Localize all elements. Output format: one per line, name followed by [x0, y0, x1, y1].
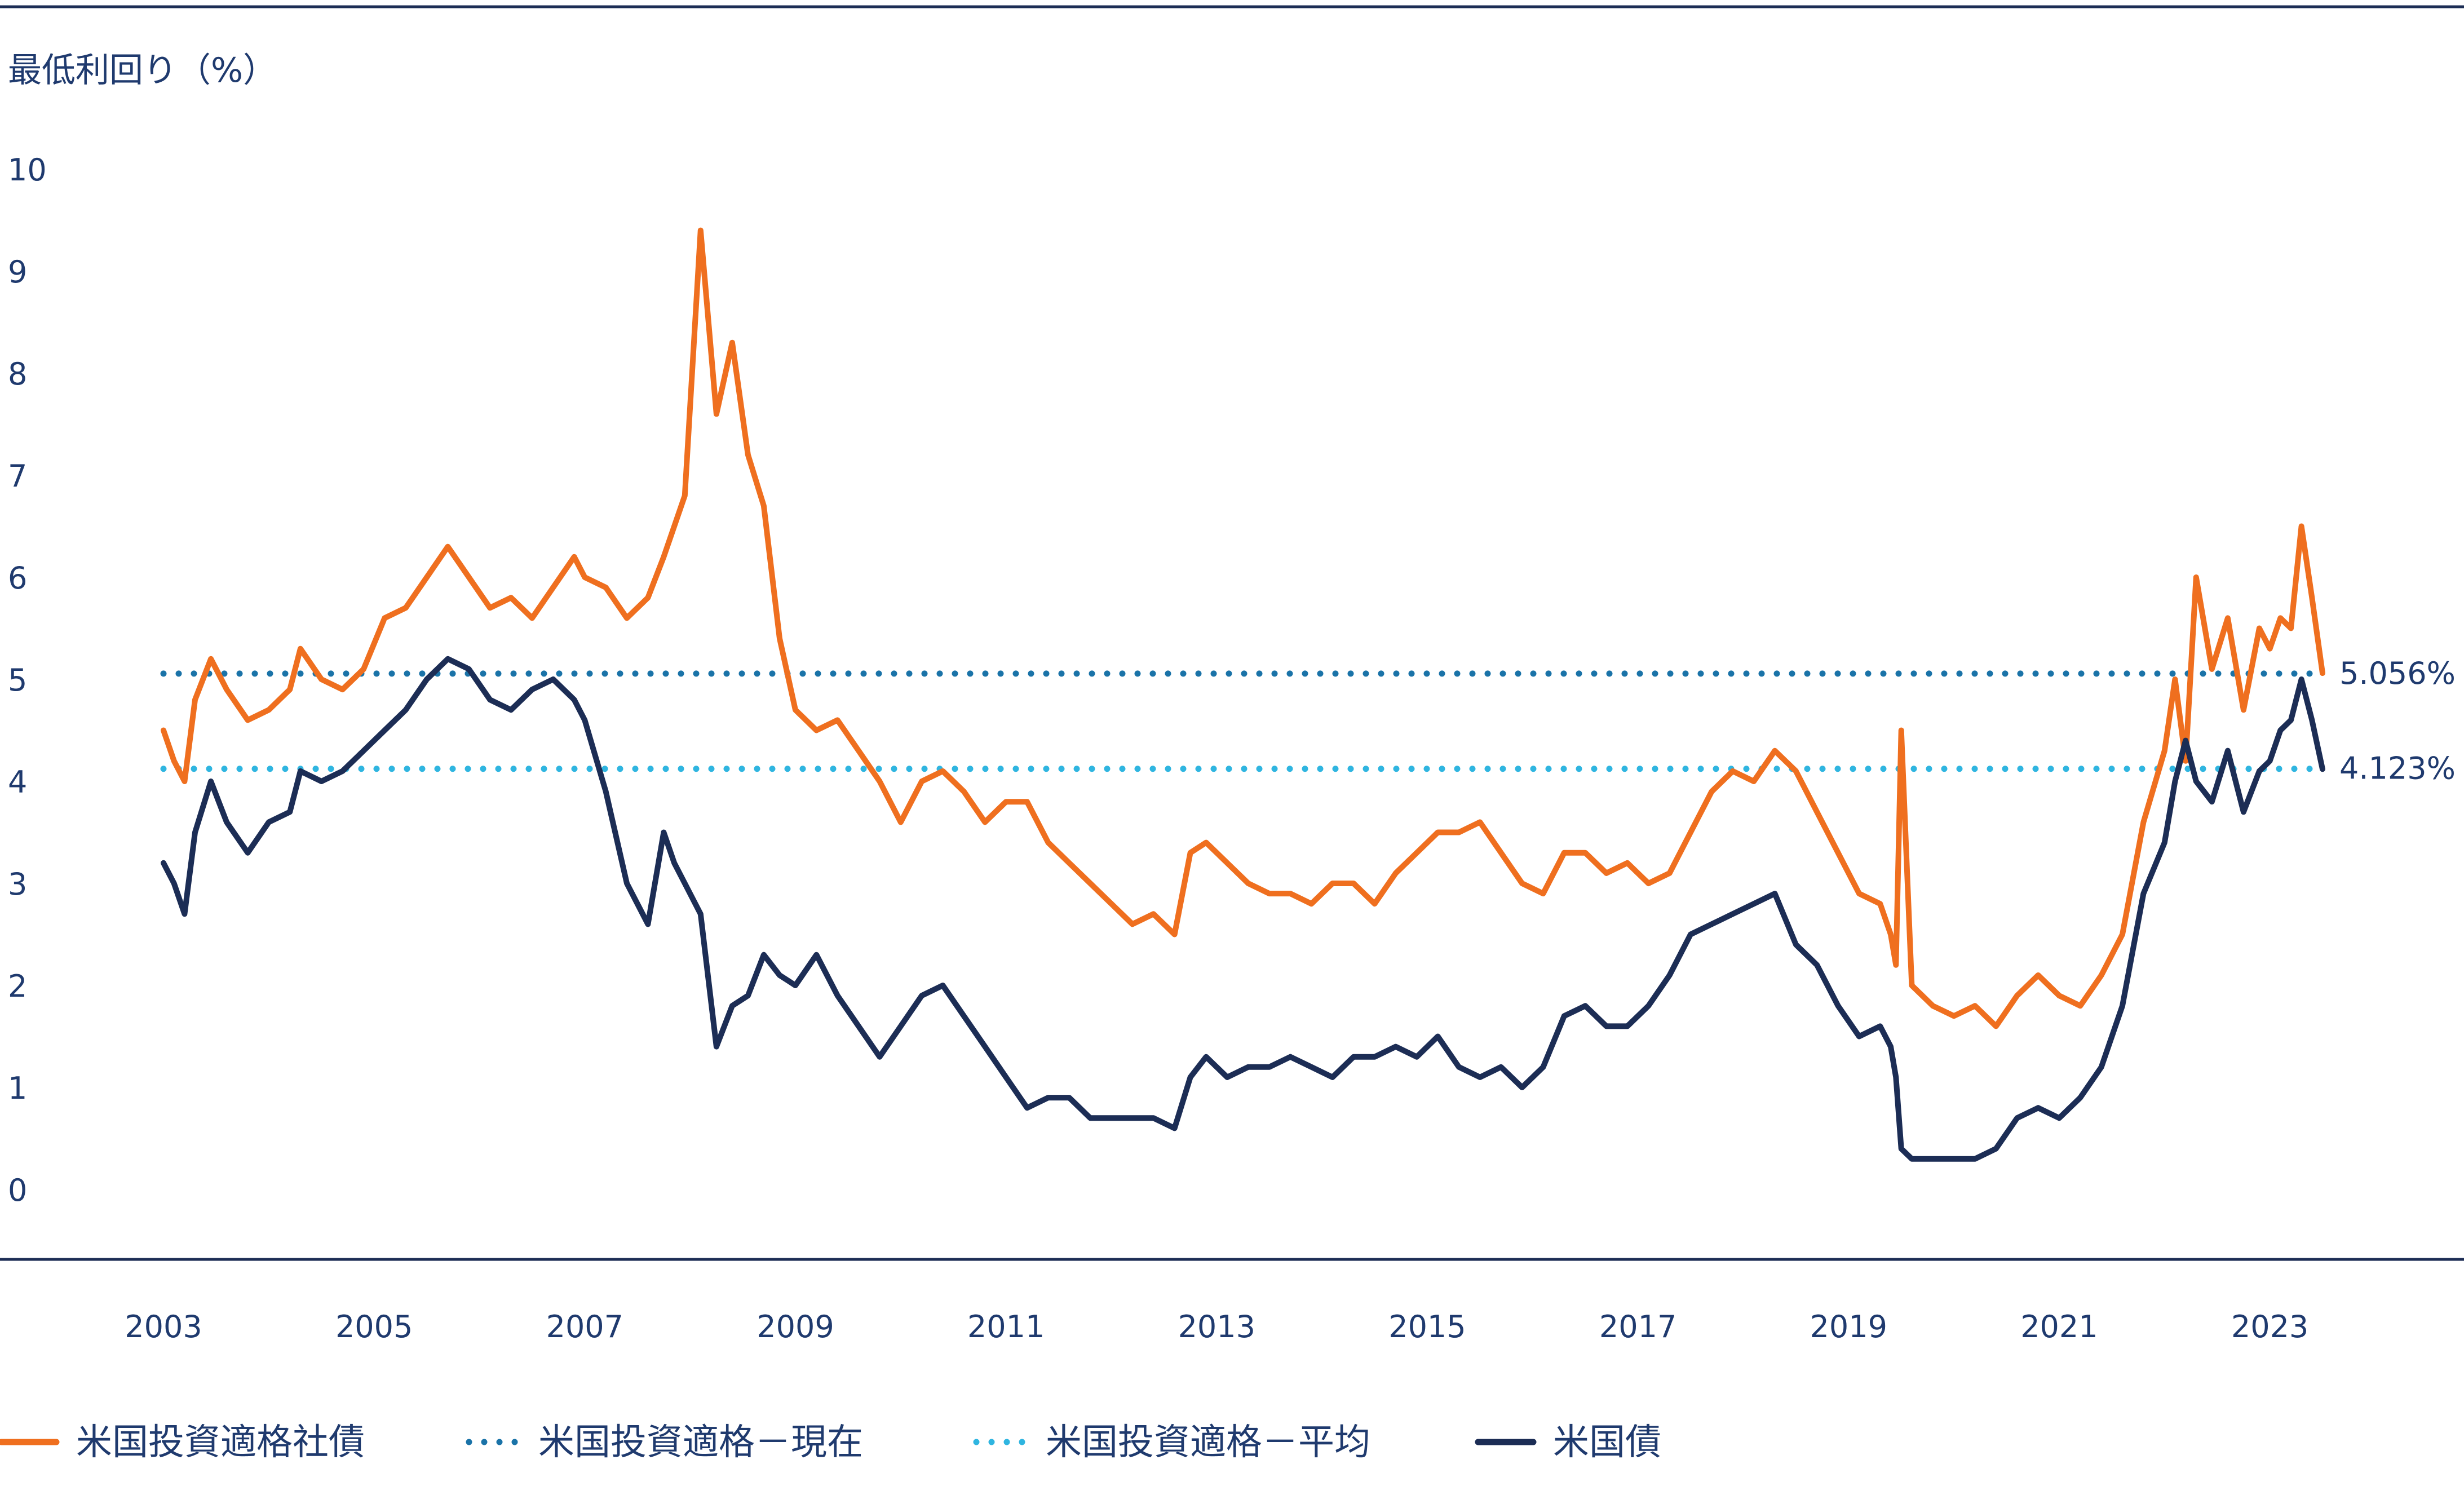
- x-tick-label: 2017: [1599, 1309, 1676, 1345]
- y-tick-label: 4: [8, 764, 27, 800]
- y-tick-label: 7: [8, 458, 27, 494]
- legend-label: 米国債: [1553, 1422, 1661, 1463]
- y-tick-label: 0: [8, 1173, 27, 1208]
- reference-line-label: 5.056%: [2339, 656, 2456, 691]
- series-line: [161, 656, 2325, 1162]
- x-axis-tick-labels: 2003 2005 2007 2009 2011 2013 2015 2017 2019 2021…: [125, 1309, 2308, 1345]
- series-lines: [161, 227, 2325, 1162]
- x-tick-label: 2007: [546, 1309, 623, 1345]
- x-tick-label: 2015: [1388, 1309, 1466, 1345]
- y-tick-label: 5: [8, 662, 27, 698]
- legend-label: 米国投資適格社債: [76, 1422, 365, 1463]
- y-tick-label: 6: [8, 560, 27, 596]
- x-tick-label: 2009: [757, 1309, 834, 1345]
- x-tick-label: 2019: [1810, 1309, 1887, 1345]
- x-tick-label: 2023: [2231, 1309, 2308, 1345]
- y-axis-tick-labels: 0 1 2 3 4 5 6 7 8 9 10: [8, 152, 47, 1208]
- legend: 米国投資適格社債 米国投資適格－現在 米国投資適格－平均 米国債: [0, 1422, 1661, 1463]
- x-tick-label: 2013: [1178, 1309, 1255, 1345]
- x-tick-label: 2003: [125, 1309, 202, 1345]
- legend-label: 米国投資適格－平均: [1046, 1422, 1370, 1463]
- y-tick-label: 9: [8, 254, 27, 290]
- y-tick-label: 1: [8, 1071, 27, 1106]
- y-tick-label: 8: [8, 356, 27, 392]
- x-tick-label: 2011: [967, 1309, 1045, 1345]
- y-tick-label: 10: [8, 152, 47, 188]
- x-tick-label: 2021: [2020, 1309, 2098, 1345]
- reference-line-label: 4.123%: [2339, 751, 2456, 786]
- y-tick-label: 2: [8, 968, 27, 1004]
- y-axis-title: 最低利回り（%）: [8, 51, 277, 90]
- y-tick-label: 3: [8, 866, 27, 902]
- x-tick-label: 2005: [335, 1309, 413, 1345]
- legend-label: 米国投資適格－現在: [538, 1422, 863, 1463]
- reference-lines: 5.056% 4.123%: [160, 656, 2456, 786]
- series-line: [161, 227, 2325, 1029]
